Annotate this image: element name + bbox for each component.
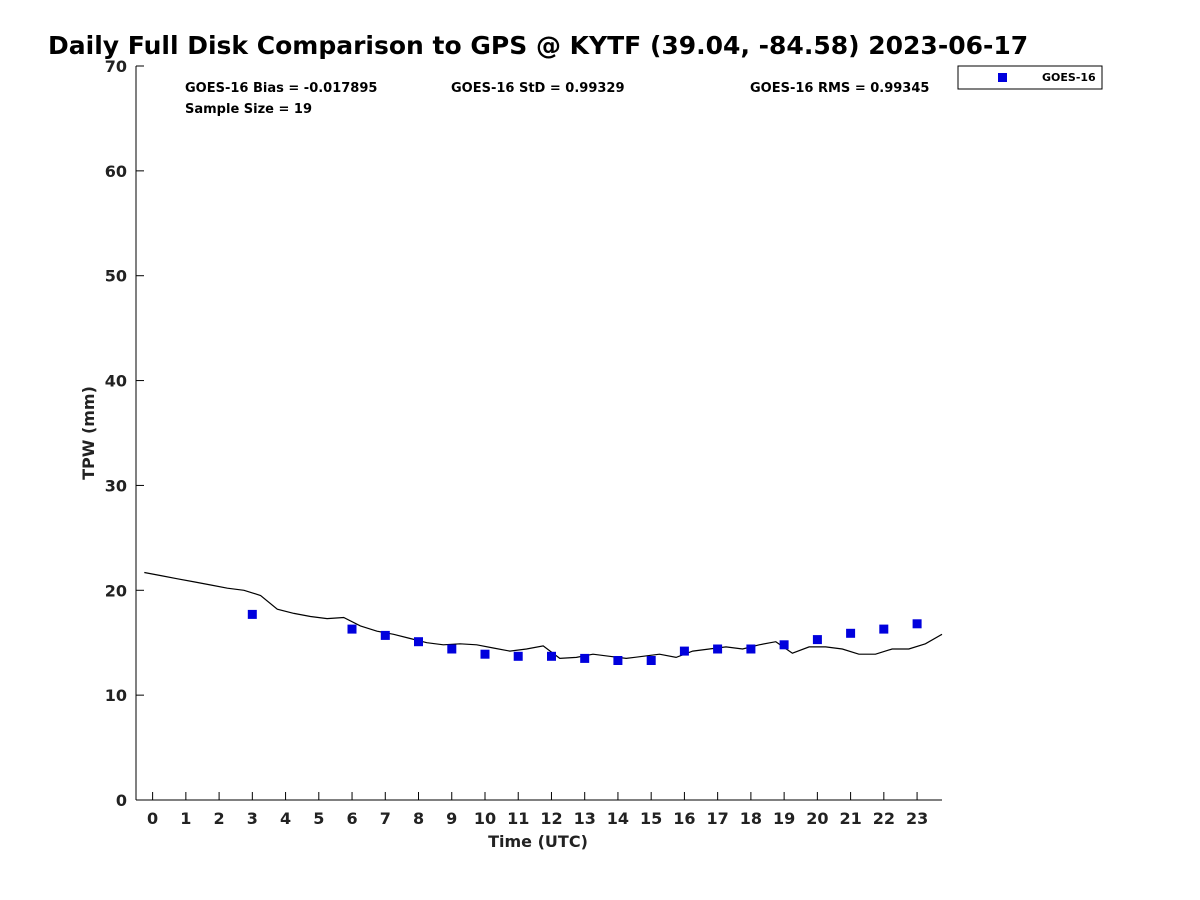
x-tick-label: 17	[707, 809, 729, 828]
y-tick-label: 40	[105, 372, 127, 391]
x-tick-label: 7	[380, 809, 391, 828]
y-tick-label: 60	[105, 162, 127, 181]
scatter-point	[447, 644, 457, 654]
goes16-scatter-series	[247, 609, 922, 665]
y-axis-label: TPW (mm)	[79, 386, 98, 480]
y-axis: 0 10 20 30 40 50 60 70	[105, 57, 144, 810]
scatter-point	[912, 619, 922, 629]
scatter-point	[846, 628, 856, 638]
x-tick-label: 21	[839, 809, 861, 828]
x-tick-label: 15	[640, 809, 662, 828]
scatter-point	[746, 644, 756, 654]
legend-entry: GOES-16	[1042, 71, 1096, 84]
scatter-point	[347, 624, 357, 634]
x-tick-label: 11	[507, 809, 529, 828]
stat-rms: GOES-16 RMS = 0.99345	[750, 81, 929, 96]
x-tick-label: 1	[180, 809, 191, 828]
x-tick-label: 13	[574, 809, 596, 828]
scatter-point	[513, 651, 523, 661]
x-tick-label: 12	[540, 809, 562, 828]
x-tick-label: 4	[280, 809, 291, 828]
y-tick-label: 30	[105, 476, 127, 495]
scatter-point	[679, 646, 689, 656]
x-tick-label: 16	[673, 809, 695, 828]
scatter-point	[779, 640, 789, 650]
x-tick-label: 5	[313, 809, 324, 828]
x-tick-label: 19	[773, 809, 795, 828]
legend-box	[957, 65, 1103, 90]
scatter-point	[713, 644, 723, 654]
x-tick-label: 18	[740, 809, 762, 828]
gps-line	[144, 571, 943, 660]
legend: GOES-16	[957, 65, 1103, 90]
legend-marker	[998, 73, 1007, 82]
scatter-point	[646, 656, 656, 665]
y-tick-label: 0	[116, 791, 127, 810]
scatter-point	[380, 630, 390, 640]
x-tick-label: 9	[446, 809, 457, 828]
scatter-point	[580, 653, 590, 663]
x-axis-label: Time (UTC)	[488, 832, 588, 851]
scatter-point	[247, 609, 257, 619]
scatter-point	[414, 637, 423, 647]
chart-title: Daily Full Disk Comparison to GPS @ KYTF…	[48, 31, 1028, 60]
x-tick-label: 2	[214, 809, 225, 828]
stat-std: GOES-16 StD = 0.99329	[451, 81, 625, 96]
gps-line-series	[144, 571, 943, 660]
x-tick-label: 22	[873, 809, 895, 828]
x-tick-label: 0	[147, 809, 158, 828]
x-tick-label: 20	[806, 809, 828, 828]
y-tick-label: 70	[105, 57, 127, 76]
scatter-point	[480, 649, 490, 659]
scatter-point	[812, 635, 822, 645]
y-tick-label: 10	[105, 686, 127, 705]
scatter-point	[613, 656, 623, 665]
x-tick-label: 23	[906, 809, 928, 828]
y-tick-label: 20	[105, 581, 127, 600]
x-tick-label: 3	[247, 809, 258, 828]
stat-sample-size: Sample Size = 19	[185, 102, 312, 117]
scatter-point	[547, 651, 556, 661]
plot-axes	[135, 66, 942, 801]
scatter-point	[879, 624, 889, 634]
y-tick-label: 50	[105, 267, 127, 286]
x-tick-label: 8	[413, 809, 424, 828]
x-axis: 0 1 2 3 4 5 6 7 8 9 10 11 12 13 14 15 16 17 18 19 20 21 22 23	[147, 792, 928, 828]
x-tick-label: 10	[474, 809, 496, 828]
x-tick-label: 14	[607, 809, 629, 828]
stat-bias: GOES-16 Bias = -0.017895	[185, 81, 377, 96]
x-tick-label: 6	[346, 809, 357, 828]
